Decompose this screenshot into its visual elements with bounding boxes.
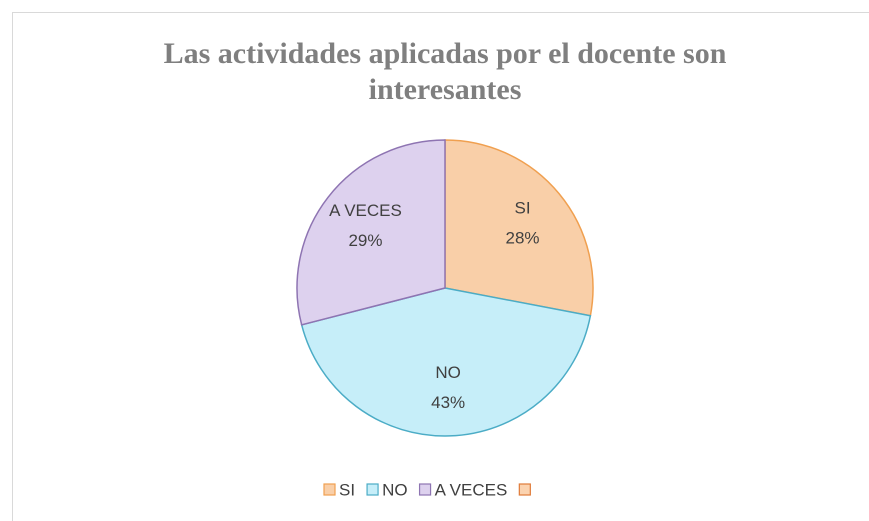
legend-label: NO: [382, 480, 408, 499]
legend-swatch: [518, 483, 531, 496]
data-label-category: A VECES: [329, 201, 402, 220]
pie-slice: [444, 139, 594, 317]
data-label-value: 28%: [506, 228, 540, 247]
chart-title: Las actividades aplicadas por el docente…: [163, 37, 727, 106]
legend-label: A VECES: [435, 480, 508, 499]
data-label-value: 43%: [431, 393, 465, 412]
pie-slice: [300, 287, 592, 437]
data-label-category: NO: [435, 363, 461, 382]
legend-swatch: [366, 483, 379, 496]
data-label-value: 29%: [348, 231, 382, 250]
legend-swatch: [323, 483, 336, 496]
pie-slice: [296, 139, 446, 326]
legend-label: SI: [339, 480, 355, 499]
legend-swatch: [418, 483, 432, 496]
chart-border: [12, 12, 869, 521]
data-label-category: SI: [515, 198, 531, 217]
